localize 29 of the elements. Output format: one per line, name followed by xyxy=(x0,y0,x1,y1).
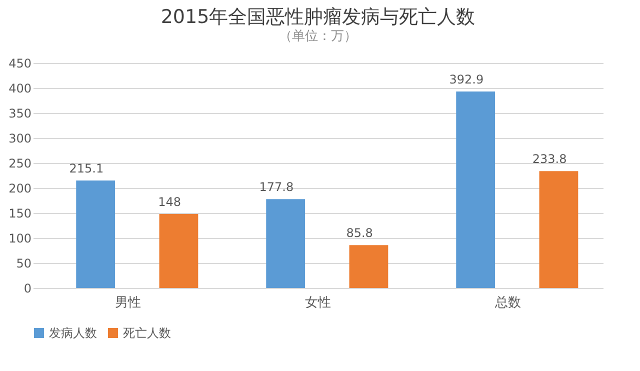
data-label: 233.8 xyxy=(532,152,567,166)
y-tick-label: 100 xyxy=(8,232,32,246)
bar xyxy=(539,171,578,288)
data-label: 392.9 xyxy=(449,72,484,87)
y-tick-label: 150 xyxy=(8,206,32,220)
x-tick-label: 总数 xyxy=(494,296,521,310)
bar xyxy=(76,180,116,288)
legend-label: 死亡人数 xyxy=(123,326,171,340)
data-label: 177.8 xyxy=(259,180,294,194)
bar xyxy=(266,199,306,288)
data-label: 215.1 xyxy=(69,161,104,176)
x-tick-label: 女性 xyxy=(305,296,331,310)
y-tick-label: 300 xyxy=(8,132,32,146)
chart-subtitle: （单位：万） xyxy=(279,29,357,44)
y-tick-label: 0 xyxy=(24,282,32,296)
y-tick-label: 350 xyxy=(8,106,32,120)
bar xyxy=(456,92,496,288)
y-tick-label: 250 xyxy=(8,156,32,170)
bar xyxy=(159,214,198,288)
bar xyxy=(349,245,388,288)
y-tick-label: 200 xyxy=(8,182,32,196)
chart-title: 2015年全国恶性肿瘤发病与死亡人数 xyxy=(160,6,476,28)
y-tick-label: 50 xyxy=(16,256,32,270)
legend-label: 发病人数 xyxy=(49,326,97,340)
data-label: 148 xyxy=(158,195,182,209)
data-label: 85.8 xyxy=(346,226,373,240)
x-tick-label: 男性 xyxy=(115,296,141,310)
y-tick-label: 450 xyxy=(8,56,32,70)
y-tick-label: 400 xyxy=(8,82,32,96)
